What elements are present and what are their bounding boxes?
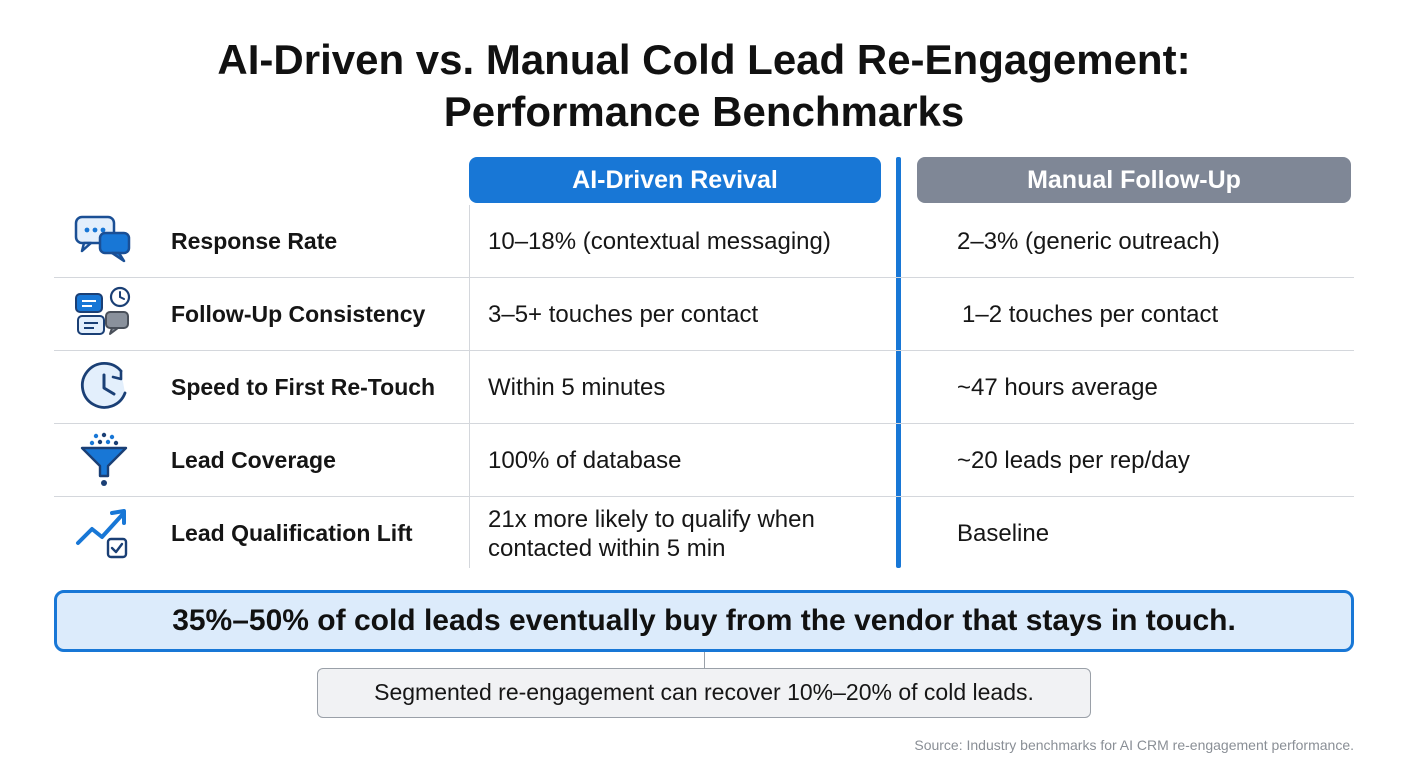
table-row: Response Rate 10–18% (contextual messagi… bbox=[54, 205, 1354, 278]
key-insight-banner: 35%–50% of cold leads eventually buy fro… bbox=[54, 590, 1354, 652]
row-divider bbox=[54, 423, 1354, 424]
manual-value: 2–3% (generic outreach) bbox=[957, 227, 1220, 255]
manual-value: ~20 leads per rep/day bbox=[957, 446, 1190, 474]
page-title-line-1: AI-Driven vs. Manual Cold Lead Re-Engage… bbox=[217, 36, 1191, 83]
messages-clock-icon bbox=[74, 286, 132, 342]
ai-value: 100% of database bbox=[488, 447, 682, 474]
clock-icon bbox=[74, 359, 132, 415]
page-title-line-2: Performance Benchmarks bbox=[443, 88, 965, 135]
metric-label: Lead Coverage bbox=[171, 447, 336, 473]
ai-value: 21x more likely to qualify when contacte… bbox=[488, 505, 815, 562]
row-divider bbox=[54, 277, 1354, 278]
row-divider bbox=[54, 496, 1354, 497]
comparison-separator bbox=[896, 157, 901, 568]
banner-connector bbox=[704, 652, 705, 668]
column-header-ai: AI-Driven Revival bbox=[469, 157, 881, 203]
page-title: AI-Driven vs. Manual Cold Lead Re-Engage… bbox=[0, 34, 1408, 138]
table-row: Lead Coverage 100% of database ~20 leads… bbox=[54, 424, 1354, 497]
table-row: Follow-Up Consistency 3–5+ touches per c… bbox=[54, 278, 1354, 351]
column-divider bbox=[469, 205, 470, 568]
chat-bubbles-icon bbox=[74, 213, 132, 269]
ai-value: Within 5 minutes bbox=[488, 374, 666, 401]
manual-value: ~47 hours average bbox=[957, 373, 1158, 401]
table-row: Speed to First Re-Touch Within 5 minutes… bbox=[54, 351, 1354, 424]
metric-label: Follow-Up Consistency bbox=[171, 301, 426, 327]
row-divider bbox=[54, 350, 1354, 351]
ai-value: 3–5+ touches per contact bbox=[488, 301, 759, 328]
metric-label: Lead Qualification Lift bbox=[171, 520, 413, 546]
manual-value: Baseline bbox=[957, 519, 1050, 547]
ai-value: 10–18% (contextual messaging) bbox=[488, 228, 831, 255]
metric-label: Response Rate bbox=[171, 228, 338, 254]
source-citation: Source: Industry benchmarks for AI CRM r… bbox=[914, 737, 1354, 753]
manual-value: 1–2 touches per contact bbox=[962, 300, 1219, 328]
funnel-icon bbox=[74, 432, 132, 488]
supporting-note: Segmented re-engagement can recover 10%–… bbox=[317, 668, 1091, 718]
trend-up-check-icon bbox=[74, 505, 132, 561]
metric-label: Speed to First Re-Touch bbox=[171, 374, 436, 400]
table-row: Lead Qualification Lift 21x more likely … bbox=[54, 497, 1354, 570]
column-header-manual: Manual Follow-Up bbox=[917, 157, 1351, 203]
